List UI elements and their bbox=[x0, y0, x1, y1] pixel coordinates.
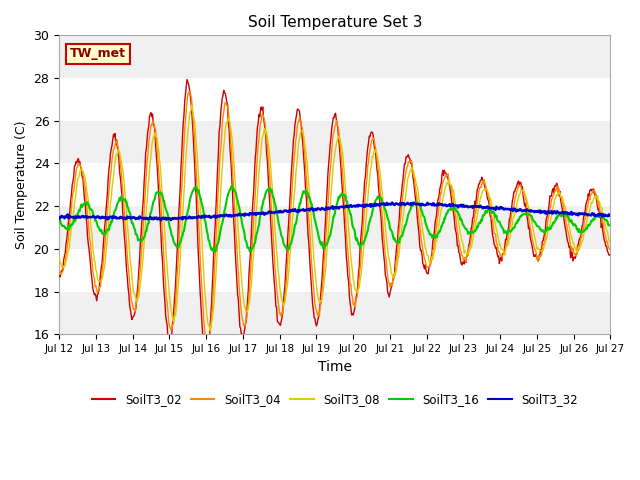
Line: SoilT3_02: SoilT3_02 bbox=[59, 80, 611, 360]
Text: TW_met: TW_met bbox=[70, 48, 126, 60]
SoilT3_02 bbox=[183, 77, 191, 83]
Bar bbox=[59, 249, 611, 292]
SoilT3_04 bbox=[381, 253, 389, 259]
Bar bbox=[59, 164, 611, 206]
SoilT3_02 bbox=[436, 187, 444, 192]
Line: SoilT3_16: SoilT3_16 bbox=[59, 186, 611, 252]
SoilT3_16 bbox=[228, 183, 236, 189]
SoilT3_16 bbox=[557, 214, 565, 219]
Legend: SoilT3_02, SoilT3_04, SoilT3_08, SoilT3_16, SoilT3_32: SoilT3_02, SoilT3_04, SoilT3_08, SoilT3_… bbox=[87, 388, 582, 410]
SoilT3_08 bbox=[607, 240, 614, 246]
SoilT3_02 bbox=[55, 273, 63, 278]
Line: SoilT3_04: SoilT3_04 bbox=[59, 92, 611, 346]
SoilT3_08 bbox=[176, 258, 184, 264]
SoilT3_16 bbox=[200, 211, 208, 216]
X-axis label: Time: Time bbox=[318, 360, 352, 373]
SoilT3_08 bbox=[201, 286, 209, 291]
SoilT3_02 bbox=[557, 202, 565, 207]
SoilT3_16 bbox=[436, 229, 444, 235]
SoilT3_08 bbox=[188, 102, 195, 108]
SoilT3_04 bbox=[607, 247, 614, 252]
SoilT3_04 bbox=[328, 148, 335, 154]
SoilT3_02 bbox=[201, 352, 209, 358]
SoilT3_04 bbox=[204, 343, 212, 349]
Bar bbox=[59, 36, 611, 78]
SoilT3_32 bbox=[327, 204, 335, 210]
SoilT3_32 bbox=[201, 215, 209, 220]
SoilT3_16 bbox=[176, 240, 184, 245]
SoilT3_08 bbox=[328, 181, 335, 187]
SoilT3_32 bbox=[388, 200, 396, 205]
Bar bbox=[59, 292, 611, 334]
SoilT3_02 bbox=[381, 272, 389, 278]
SoilT3_04 bbox=[55, 271, 63, 276]
Line: SoilT3_32: SoilT3_32 bbox=[59, 203, 611, 220]
SoilT3_16 bbox=[55, 216, 63, 221]
SoilT3_02 bbox=[203, 357, 211, 362]
SoilT3_02 bbox=[328, 125, 335, 131]
SoilT3_16 bbox=[328, 225, 335, 231]
SoilT3_16 bbox=[381, 207, 389, 213]
SoilT3_08 bbox=[55, 254, 63, 260]
SoilT3_02 bbox=[176, 187, 184, 192]
Bar bbox=[59, 206, 611, 249]
SoilT3_32 bbox=[177, 215, 185, 221]
SoilT3_16 bbox=[607, 222, 614, 228]
SoilT3_32 bbox=[436, 201, 444, 207]
SoilT3_32 bbox=[55, 216, 63, 221]
Line: SoilT3_08: SoilT3_08 bbox=[59, 105, 611, 330]
SoilT3_08 bbox=[206, 327, 214, 333]
SoilT3_08 bbox=[436, 216, 444, 222]
Bar bbox=[59, 78, 611, 121]
Bar bbox=[59, 121, 611, 164]
SoilT3_04 bbox=[186, 89, 193, 95]
SoilT3_08 bbox=[557, 195, 565, 201]
SoilT3_04 bbox=[176, 216, 184, 221]
SoilT3_04 bbox=[201, 327, 209, 333]
SoilT3_32 bbox=[157, 217, 165, 223]
SoilT3_32 bbox=[607, 213, 614, 218]
SoilT3_02 bbox=[607, 252, 614, 258]
SoilT3_32 bbox=[557, 210, 565, 216]
Title: Soil Temperature Set 3: Soil Temperature Set 3 bbox=[248, 15, 422, 30]
Y-axis label: Soil Temperature (C): Soil Temperature (C) bbox=[15, 120, 28, 249]
SoilT3_04 bbox=[557, 194, 565, 200]
SoilT3_04 bbox=[436, 200, 444, 206]
SoilT3_16 bbox=[247, 249, 255, 254]
SoilT3_32 bbox=[381, 202, 388, 207]
SoilT3_08 bbox=[381, 225, 389, 230]
